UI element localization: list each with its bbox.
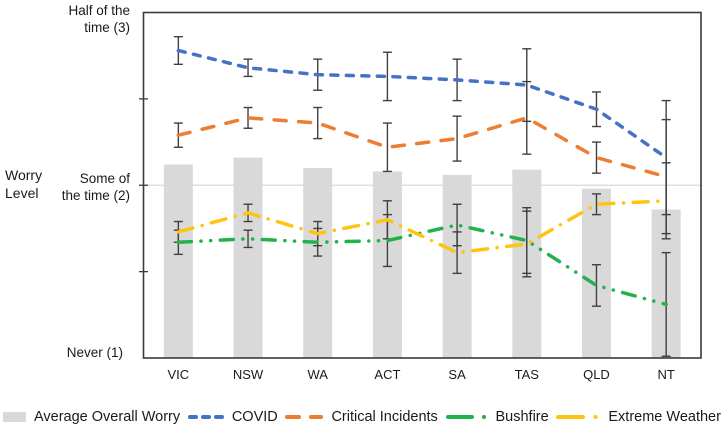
bar-nsw: [233, 157, 263, 358]
y-axis-label-3-line1: Half of the: [68, 3, 130, 18]
y-axis-label-2-line1: Some of: [79, 171, 130, 186]
bar-wa: [303, 167, 333, 358]
y-axis-title-line1: Worry: [5, 167, 43, 183]
bushfire-line: [176, 223, 668, 307]
legend: Average Overall Worry COVID Critical Inc…: [3, 403, 721, 431]
legend-mark-critical: [285, 415, 324, 419]
y-axis-title: Worry Level: [5, 167, 42, 202]
plot-border: [142, 11, 702, 359]
x-axis-label-nsw: NSW: [233, 367, 264, 382]
y-axis-title-line2: Level: [5, 184, 39, 201]
x-axis-label-nt: NT: [657, 367, 674, 382]
y-axis-label-never: Never (1): [66, 345, 123, 360]
y-axis-label-some-of-the-time: Some of the time (2): [0, 171, 130, 204]
x-axis-label-vic: VIC: [168, 367, 190, 382]
bar-vic: [163, 164, 193, 358]
x-axis-label-wa: WA: [307, 367, 328, 382]
legend-label-covid: COVID: [231, 409, 278, 425]
y-axis-label-half-of-the-time: Half of the time (3): [0, 3, 130, 36]
legend-label-bushfire: Bushfire: [495, 409, 549, 425]
legend-swatch-average-overall-worry: [3, 412, 26, 422]
legend-swatch-bushfire: [445, 408, 488, 426]
x-axis-label-sa: SA: [448, 367, 466, 382]
legend-item-bushfire: Bushfire: [445, 408, 549, 426]
x-axis-label-qld: QLD: [583, 367, 610, 382]
y-axis-label-3-line2: time (3): [84, 19, 130, 35]
legend-swatch-covid: [187, 408, 224, 426]
critical-line: [176, 116, 668, 179]
chart-plot-area: VIC NSW WA ACT SA TAS QLD NT: [139, 11, 702, 382]
legend-mark-extreme: [556, 415, 601, 419]
legend-label-average-overall-worry: Average Overall Worry: [34, 409, 181, 425]
legend-item-critical-incidents: Critical Incidents: [285, 408, 438, 426]
legend-label-extreme-weather: Extreme Weather: [608, 409, 721, 425]
legend-mark-bushfire: [445, 415, 488, 419]
extreme-line: [176, 199, 668, 255]
x-axis-label-act: ACT: [374, 367, 400, 382]
x-axis-label-tas: TAS: [515, 367, 540, 382]
legend-swatch-critical-incidents: [285, 408, 324, 426]
covid-line: [176, 48, 668, 160]
legend-item-extreme-weather: Extreme Weather: [556, 408, 721, 426]
legend-item-covid: COVID: [187, 408, 278, 426]
legend-swatch-extreme-weather: [556, 408, 601, 426]
legend-label-critical-incidents: Critical Incidents: [331, 409, 438, 425]
legend-item-average-overall-worry: Average Overall Worry: [3, 409, 180, 425]
legend-mark-covid: [187, 415, 224, 419]
y-axis-label-2-line2: the time (2): [61, 187, 130, 203]
